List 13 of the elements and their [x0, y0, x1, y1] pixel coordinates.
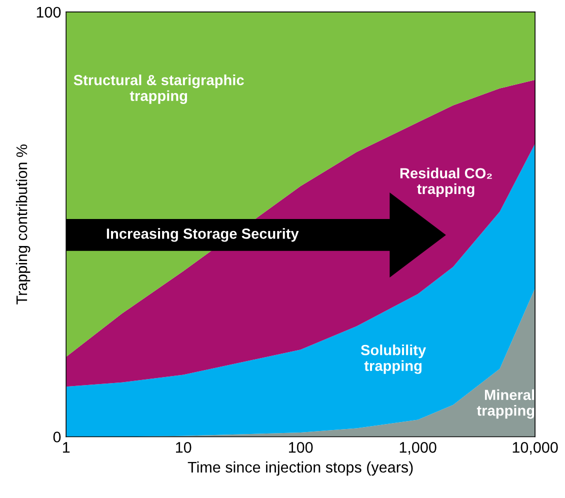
- x-tick-label: 1,000: [400, 442, 436, 455]
- series-label: Mineral trapping: [476, 389, 534, 419]
- x-tick-label: 100: [289, 442, 313, 453]
- annotation: Increasing Storage Security: [106, 228, 299, 242]
- x-tick-label: 10,000: [512, 442, 558, 455]
- x-axis-title: Time since injection stops (years): [188, 461, 413, 476]
- y-tick-label: 0: [53, 432, 61, 442]
- series-label: Structural & starigraphic trapping: [74, 74, 244, 104]
- x-tick-label: 10: [176, 442, 192, 453]
- series-label: Residual CO₂ trapping: [400, 168, 492, 198]
- x-tick-label: 1: [63, 442, 70, 453]
- series-label: Solubility trapping: [360, 344, 426, 374]
- y-axis-title: Trapping contribution %: [16, 144, 30, 304]
